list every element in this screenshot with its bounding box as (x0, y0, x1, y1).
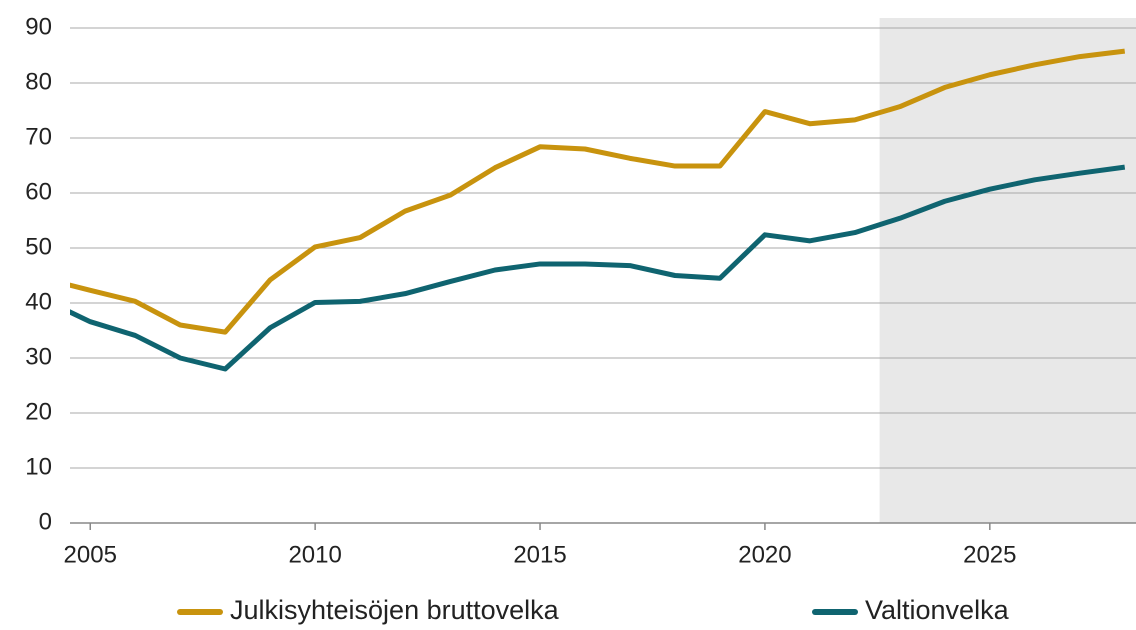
y-tick-label: 90 (25, 13, 52, 40)
series-line (70, 164, 1126, 372)
plot-lines (70, 48, 1126, 372)
y-tick-label: 0 (39, 508, 52, 535)
x-tick-label: 2020 (738, 541, 791, 568)
x-tick-label: 2025 (963, 541, 1016, 568)
y-tick-label: 20 (25, 398, 52, 425)
legend-label: Julkisyhteisöjen bruttovelka (230, 595, 560, 625)
y-tick-label: 30 (25, 343, 52, 370)
series-line (70, 48, 1126, 335)
legend-label: Valtionvelka (865, 595, 1010, 625)
forecast-shade (879, 18, 1136, 523)
y-tick-label: 60 (25, 178, 52, 205)
x-tick-label: 2005 (64, 541, 117, 568)
y-tick-label: 40 (25, 288, 52, 315)
y-tick-label: 80 (25, 68, 52, 95)
x-tick-label: 2015 (513, 541, 566, 568)
x-tick-label: 2010 (288, 541, 341, 568)
y-tick-label: 10 (25, 453, 52, 480)
y-tick-label: 50 (25, 233, 52, 260)
y-tick-label: 70 (25, 123, 52, 150)
